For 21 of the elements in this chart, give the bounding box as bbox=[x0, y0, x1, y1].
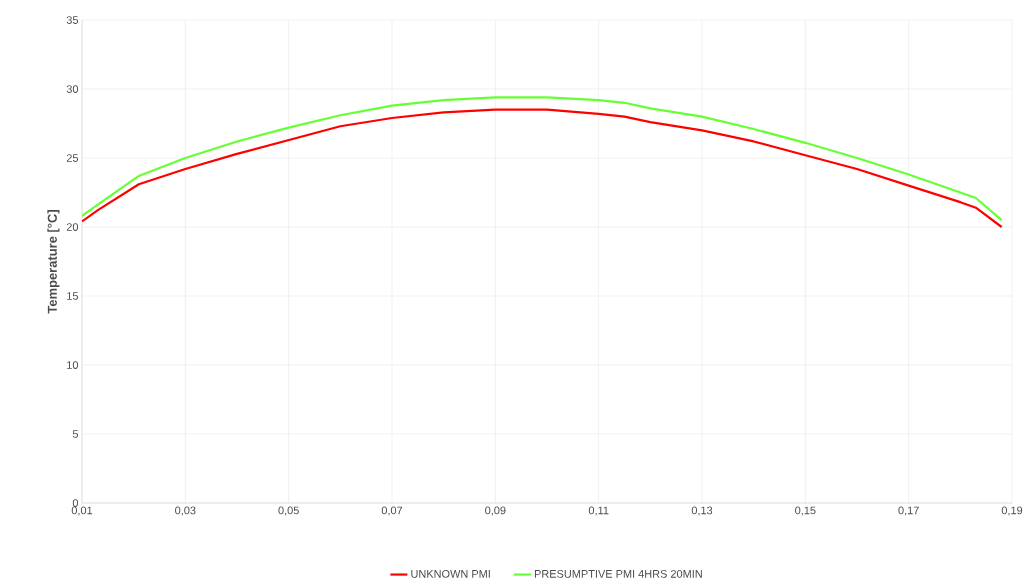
y-tick-label: 25 bbox=[66, 154, 79, 162]
x-tick-label: 0,05 bbox=[278, 506, 299, 516]
y-tick-label: 30 bbox=[66, 85, 79, 93]
x-tick-label: 0,17 bbox=[898, 506, 919, 516]
y-axis-title: Temperature [°C] bbox=[47, 210, 60, 314]
y-tick-label: 5 bbox=[72, 430, 79, 438]
y-tick-label: 35 bbox=[66, 16, 79, 24]
y-tick-label: 20 bbox=[66, 223, 79, 231]
y-tick-label: 0 bbox=[72, 499, 79, 507]
x-tick-label: 0,15 bbox=[795, 506, 816, 516]
x-tick-label: 0,13 bbox=[691, 506, 713, 516]
x-tick-label: 0,19 bbox=[1001, 506, 1023, 516]
x-tick-label: 0,03 bbox=[175, 506, 196, 516]
y-tick-label: 15 bbox=[67, 292, 79, 300]
legend-label: PRESUMPTIVE PMI 4HRS 20MIN bbox=[534, 569, 702, 578]
x-tick-label: 0,09 bbox=[485, 506, 506, 516]
x-tick-label: 0,11 bbox=[588, 506, 609, 516]
x-tick-label: 0,01 bbox=[71, 506, 93, 516]
y-tick-label: 10 bbox=[67, 361, 79, 369]
legend-label: UNKNOWN PMI bbox=[411, 569, 490, 578]
x-tick-label: 0,07 bbox=[381, 506, 403, 516]
